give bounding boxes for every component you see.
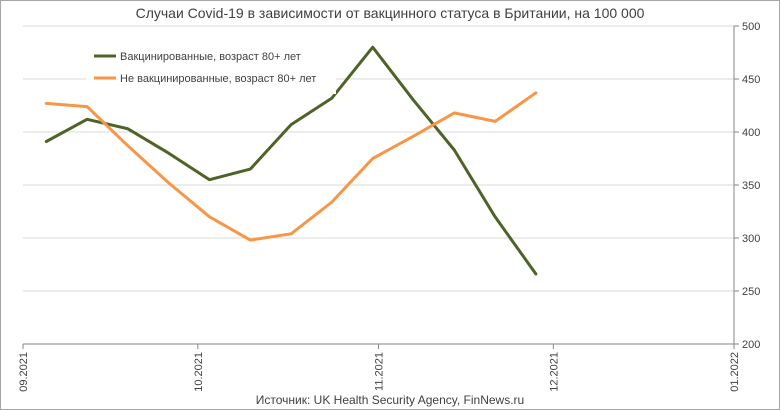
source-note: Источник: UK Health Security Agency, Fin… [255,393,525,407]
x-tick-label: 09.2021 [18,352,30,392]
gridlines [23,25,734,292]
chart-title: Случаи Covid-19 в зависимости от вакцинн… [135,5,645,21]
legend-box [86,44,336,94]
y-tick-label: 300 [742,233,760,245]
y-tick-label: 200 [742,339,760,351]
series-line-2 [44,91,538,242]
series-lines [44,45,538,276]
legend-label: Вакцинированные, возраст 80+ лет [120,51,301,63]
y-tick-label: 350 [742,180,760,192]
y-tick-label: 250 [742,286,760,298]
x-tick-label: 01.2022 [729,352,741,392]
x-axis-ticks: 09.2021 10.2021 11.2021 12.2021 01.2022 [18,352,741,392]
y-axis-ticks: 200 250 300 350 400 450 500 [742,21,760,351]
x-tick-label: 12.2021 [548,352,560,392]
y-tick-label: 400 [742,127,760,139]
y-tick-label: 500 [742,21,760,33]
legend-label: Не вакцинированные, возраст 80+ лет [120,73,316,85]
axes [22,25,739,349]
series-line-1 [44,45,538,276]
legend: Вакцинированные, возраст 80+ лет Не вакци… [86,44,336,94]
y-tick-label: 450 [742,74,760,86]
x-tick-label: 11.2021 [374,352,386,391]
x-tick-label: 10.2021 [193,352,205,392]
